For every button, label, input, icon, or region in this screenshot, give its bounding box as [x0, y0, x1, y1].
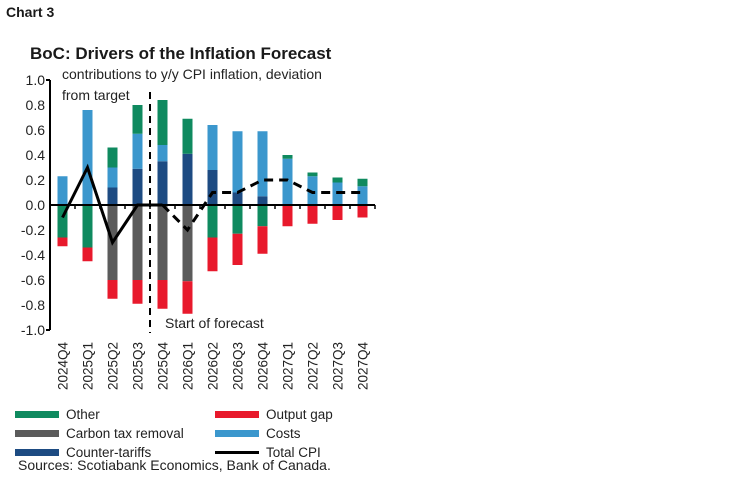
chart-subtitle-line-1: contributions to y/y CPI inflation, devi… — [62, 66, 322, 82]
bar-other-2025Q1 — [82, 205, 93, 248]
legend-label: Carbon tax removal — [66, 425, 184, 441]
bar-counter-tariffs-2026Q3 — [232, 192, 243, 205]
legend-label: Costs — [266, 425, 301, 441]
legend-swatch — [215, 410, 259, 418]
legend-item-counter-tariffs: Counter-tariffs — [15, 443, 151, 461]
y-tick-label: 1.0 — [26, 72, 46, 88]
bar-costs-2027Q1 — [282, 158, 293, 205]
legend-label: Total CPI — [266, 444, 321, 460]
bar-carbon-tax-removal-2025Q4 — [157, 205, 168, 280]
bar-costs-2026Q4 — [257, 131, 268, 197]
bar-output-gap-2025Q4 — [157, 280, 168, 309]
x-tick-label: 2025Q2 — [106, 342, 121, 390]
bar-counter-tariffs-2026Q4 — [257, 196, 268, 205]
legend-swatch — [15, 448, 59, 456]
legend-item-output-gap: Output gap — [215, 405, 333, 423]
bar-costs-2026Q3 — [232, 131, 243, 193]
bar-carbon-tax-removal-2026Q1 — [182, 205, 193, 282]
x-tick-label: 2027Q2 — [306, 342, 321, 390]
bar-other-2026Q3 — [232, 205, 243, 234]
bar-output-gap-2025Q2 — [107, 280, 118, 299]
y-tick-label: -0.4 — [21, 247, 45, 263]
bar-other-2027Q4 — [357, 178, 368, 187]
x-tick-label: 2025Q3 — [131, 342, 146, 390]
bar-other-2027Q2 — [307, 172, 318, 177]
y-tick-label: 0.4 — [26, 147, 46, 163]
bar-output-gap-2026Q4 — [257, 226, 268, 254]
legend-swatch — [15, 429, 59, 437]
bar-other-2026Q2 — [207, 205, 218, 238]
chart-title: BoC: Drivers of the Inflation Forecast — [30, 44, 332, 63]
bar-counter-tariffs-2025Q3 — [132, 168, 143, 205]
x-tick-label: 2027Q4 — [356, 342, 371, 391]
x-tick-label: 2026Q1 — [181, 342, 196, 390]
bar-costs-2025Q4 — [157, 145, 168, 162]
bar-output-gap-2027Q1 — [282, 205, 293, 227]
bar-output-gap-2027Q4 — [357, 205, 368, 218]
bar-costs-2026Q2 — [207, 125, 218, 170]
bar-costs-2025Q2 — [107, 167, 118, 188]
y-tick-label: -1.0 — [21, 322, 45, 338]
total-cpi-line-actual — [61, 163, 163, 246]
x-tick-label: 2027Q3 — [331, 342, 346, 390]
y-tick-label: -0.6 — [21, 272, 45, 288]
legend-swatch — [215, 429, 259, 437]
bar-output-gap-2026Q1 — [182, 281, 193, 314]
x-tick-label: 2026Q4 — [256, 342, 271, 391]
legend-swatch — [215, 450, 259, 454]
bar-counter-tariffs-2026Q1 — [182, 153, 193, 205]
legend-item-carbon-tax-removal: Carbon tax removal — [15, 424, 184, 442]
forecast-annotation: Start of forecast — [165, 315, 264, 331]
legend-label: Counter-tariffs — [66, 444, 152, 460]
bar-other-2025Q3 — [132, 105, 143, 134]
bar-other-2025Q4 — [157, 100, 168, 145]
bar-costs-2025Q1 — [82, 110, 93, 205]
y-tick-label: 0.8 — [26, 97, 46, 113]
legend-label: Output gap — [266, 406, 333, 422]
legend-item-total-cpi: Total CPI — [215, 443, 321, 461]
bar-other-2027Q1 — [282, 155, 293, 159]
bar-counter-tariffs-2025Q2 — [107, 187, 118, 205]
bar-other-2026Q1 — [182, 118, 193, 154]
x-tick-label: 2027Q1 — [281, 342, 296, 390]
bar-output-gap-2027Q2 — [307, 205, 318, 224]
bar-output-gap-2024Q4 — [57, 237, 68, 247]
bar-output-gap-2026Q2 — [207, 237, 218, 272]
sources-note: Sources: Scotiabank Economics, Bank of C… — [18, 457, 331, 473]
x-tick-label: 2026Q3 — [231, 342, 246, 390]
y-tick-label: -0.2 — [21, 222, 45, 238]
legend-label: Other — [66, 406, 100, 422]
bar-output-gap-2026Q3 — [232, 233, 243, 265]
bar-counter-tariffs-2025Q4 — [157, 161, 168, 205]
bar-costs-2025Q3 — [132, 133, 143, 169]
bar-output-gap-2025Q1 — [82, 247, 93, 262]
bar-counter-tariffs-2026Q2 — [207, 170, 218, 205]
x-tick-label: 2025Q1 — [81, 342, 96, 390]
x-tick-label: 2025Q4 — [156, 342, 171, 391]
legend-swatch — [15, 410, 59, 418]
bar-other-2024Q4 — [57, 205, 68, 238]
bar-other-2026Q4 — [257, 205, 268, 227]
bar-costs-2027Q2 — [307, 176, 318, 205]
total-cpi-line-forecast — [161, 178, 363, 233]
x-tick-label: 2024Q4 — [56, 342, 71, 391]
bar-other-2027Q3 — [332, 177, 343, 183]
x-tick-label: 2026Q2 — [206, 342, 221, 390]
y-tick-label: 0.2 — [26, 172, 46, 188]
chart-subtitle-line-2: from target — [62, 87, 130, 103]
bar-carbon-tax-removal-2025Q3 — [132, 205, 143, 280]
bar-other-2025Q2 — [107, 147, 118, 168]
chart-label: Chart 3 — [6, 4, 55, 20]
y-tick-label: 0.6 — [26, 122, 46, 138]
bar-output-gap-2025Q3 — [132, 280, 143, 304]
bar-costs-2024Q4 — [57, 176, 68, 205]
y-tick-label: 0.0 — [26, 197, 46, 213]
legend-item-costs: Costs — [215, 424, 301, 442]
bar-output-gap-2027Q3 — [332, 205, 343, 220]
bar-costs-2027Q4 — [357, 186, 368, 205]
legend-item-other: Other — [15, 405, 100, 423]
y-tick-label: -0.8 — [21, 297, 45, 313]
